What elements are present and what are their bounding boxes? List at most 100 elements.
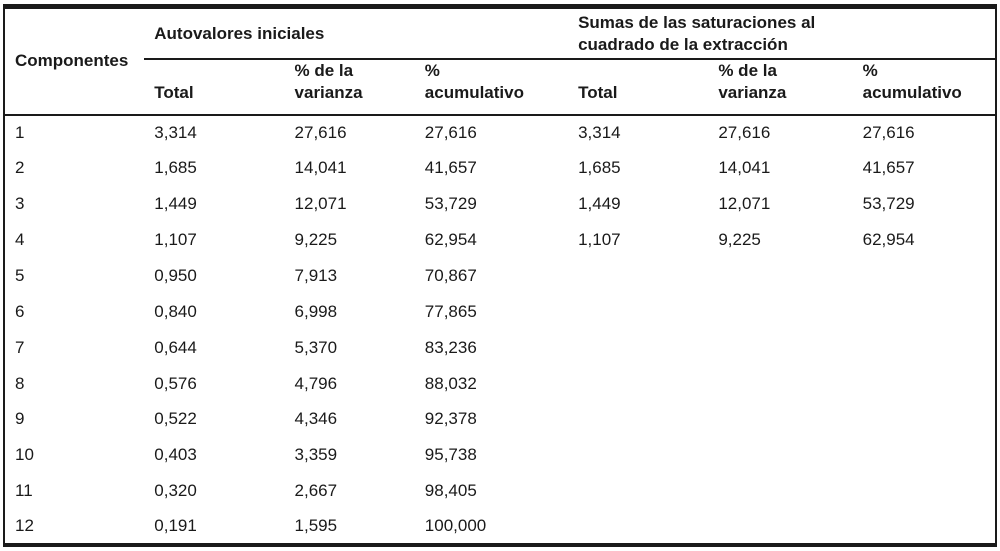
group-header-initial-eigenvalues: Autovalores iniciales — [144, 6, 569, 60]
table-cell: 4,796 — [294, 373, 338, 393]
table-header: Componentes Autovalores iniciales Sumas … — [4, 6, 996, 116]
sub-header-row: Total % de la varianza % acumulativo Tot… — [4, 58, 996, 116]
table-cell: 0,522 — [154, 409, 197, 429]
table-cell: 98,405 — [424, 481, 477, 501]
subheader-total-initial: Total — [144, 58, 285, 116]
table-cell — [708, 258, 852, 294]
component-number: 5 — [15, 265, 25, 285]
table-cell: 77,865 — [424, 301, 477, 321]
table-row: 10 0,403 3,359 95,738 — [4, 437, 996, 473]
table-cell — [853, 258, 996, 294]
component-number: 12 — [15, 516, 34, 536]
table-cell: 70,867 — [424, 265, 477, 285]
table-row: 11 0,320 2,667 98,405 — [4, 473, 996, 509]
component-number: 4 — [15, 230, 25, 250]
table-cell: 0,320 — [154, 481, 197, 501]
table-cell — [568, 437, 708, 473]
table-cell: 14,041 — [718, 158, 771, 178]
table-cell: 0,403 — [154, 445, 197, 465]
table-cell: 92,378 — [424, 409, 477, 429]
table-cell: 27,616 — [862, 122, 915, 142]
table-cell: 27,616 — [424, 122, 477, 142]
table-cell: 1,449 — [578, 194, 621, 214]
component-number: 1 — [15, 122, 25, 142]
table-cell: 12,071 — [718, 194, 771, 214]
table-cell: 53,729 — [862, 194, 915, 214]
table-cell: 7,913 — [294, 265, 338, 285]
table-cell — [568, 366, 708, 402]
table-cell: 27,616 — [718, 122, 771, 142]
table-cell: 4,346 — [294, 409, 338, 429]
table-row: 2 1,685 14,041 41,657 1,685 14,041 41,65… — [4, 150, 996, 186]
table-row: 6 0,840 6,998 77,865 — [4, 294, 996, 330]
subheader-total-extraction: Total — [568, 58, 709, 116]
table-cell: 9,225 — [718, 230, 761, 250]
components-header: Componentes — [4, 6, 145, 116]
table-cell: 83,236 — [424, 337, 477, 357]
total-variance-explained-table: Componentes Autovalores iniciales Sumas … — [3, 4, 997, 547]
eigenvalues-table-container: Componentes Autovalores iniciales Sumas … — [3, 4, 997, 547]
table-cell: 53,729 — [424, 194, 477, 214]
table-cell: 0,576 — [154, 373, 197, 393]
table-cell: 3,314 — [578, 122, 621, 142]
table-cell — [568, 294, 708, 330]
component-number: 2 — [15, 158, 25, 178]
table-row: 3 1,449 12,071 53,729 1,449 12,071 53,72… — [4, 186, 996, 222]
table-cell — [708, 294, 852, 330]
table-cell: 88,032 — [424, 373, 477, 393]
table-cell: 62,954 — [862, 230, 915, 250]
table-cell: 1,449 — [154, 194, 197, 214]
table-cell — [568, 258, 708, 294]
table-row: 4 1,107 9,225 62,954 1,107 9,225 62,954 — [4, 222, 996, 258]
subheader-pct-cumulative-initial: % acumulativo — [414, 58, 569, 116]
component-number: 6 — [15, 301, 25, 321]
component-number: 7 — [15, 337, 25, 357]
table-cell — [708, 330, 852, 366]
table-cell: 0,644 — [154, 337, 197, 357]
table-cell — [853, 509, 996, 545]
table-cell — [708, 509, 852, 545]
component-number: 9 — [15, 409, 25, 429]
component-number: 11 — [15, 481, 33, 501]
table-cell — [568, 473, 708, 509]
table-cell — [853, 330, 996, 366]
table-cell: 9,225 — [294, 230, 338, 250]
table-cell: 0,950 — [154, 265, 197, 285]
table-row: 8 0,576 4,796 88,032 — [4, 366, 996, 402]
table-cell — [853, 366, 996, 402]
group-header-extraction-sums: Sumas de las saturaciones al cuadrado de… — [568, 6, 996, 60]
subheader-pct-variance-initial: % de la varianza — [284, 58, 415, 116]
table-cell: 1,107 — [578, 230, 621, 250]
table-cell: 2,667 — [294, 481, 338, 501]
table-cell: 1,685 — [154, 158, 197, 178]
table-cell: 6,998 — [294, 301, 338, 321]
table-body: 1 3,314 27,616 27,616 3,314 27,616 27,61… — [4, 115, 996, 546]
component-number: 10 — [15, 445, 34, 465]
group-header-row: Componentes Autovalores iniciales Sumas … — [4, 6, 996, 116]
table-cell — [853, 473, 996, 509]
table-cell — [568, 330, 708, 366]
table-cell — [568, 402, 708, 438]
table-cell: 14,041 — [294, 158, 347, 178]
table-row: 12 0,191 1,595 100,000 — [4, 509, 996, 545]
table-cell — [708, 437, 852, 473]
table-cell: 3,314 — [154, 122, 197, 142]
subheader-pct-cumulative-extraction: % acumulativo — [852, 58, 996, 116]
table-row: 9 0,522 4,346 92,378 — [4, 402, 996, 438]
subheader-pct-variance-extraction: % de la varianza — [708, 58, 853, 116]
component-number: 3 — [15, 194, 25, 214]
table-cell — [708, 366, 852, 402]
table-row: 5 0,950 7,913 70,867 — [4, 258, 996, 294]
table-cell: 12,071 — [294, 194, 347, 214]
table-cell: 5,370 — [294, 337, 338, 357]
table-cell: 41,657 — [424, 158, 477, 178]
table-cell: 0,191 — [154, 516, 197, 536]
table-cell: 100,000 — [424, 516, 487, 536]
table-cell: 27,616 — [294, 122, 347, 142]
table-cell — [853, 402, 996, 438]
table-row: 1 3,314 27,616 27,616 3,314 27,616 27,61… — [4, 115, 996, 151]
table-cell — [853, 437, 996, 473]
table-cell — [568, 509, 708, 545]
component-number: 8 — [15, 373, 25, 393]
table-cell: 3,359 — [294, 445, 338, 465]
